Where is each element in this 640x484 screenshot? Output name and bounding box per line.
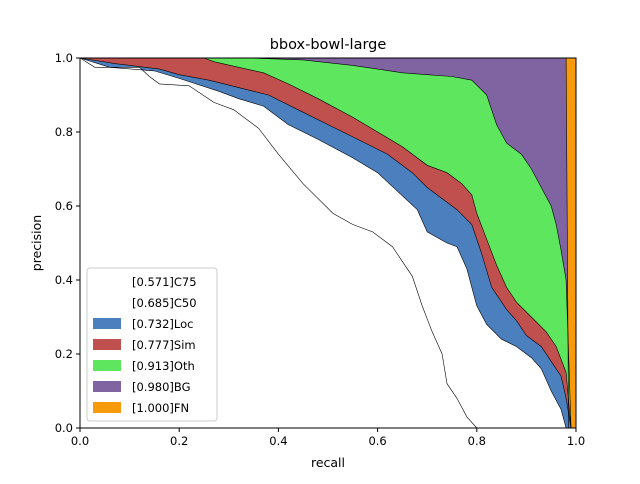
x-tick-label: 0.4 (269, 434, 287, 448)
x-axis-label: recall (311, 455, 345, 470)
legend-swatch-oth (93, 360, 121, 371)
legend-swatch-bg (93, 381, 121, 392)
legend: [0.571]C75 [0.685]C50 [0.732]Loc [0.777]Sim… (86, 267, 218, 422)
curve-oth (80, 57, 572, 429)
x-axis-ticks: 0.0 0.2 0.4 0.6 0.8 1.0 (71, 428, 585, 448)
curve-c50 (79, 57, 567, 429)
y-tick-label: 0.2 (55, 347, 73, 361)
plot-frame (79, 57, 577, 429)
legend-swatch-loc (93, 318, 121, 329)
y-axis-ticks: 0.0 0.2 0.4 0.6 0.8 1.0 (55, 51, 80, 435)
x-tick-label: 0.2 (170, 434, 188, 448)
legend-label-c50: [0.685]C50 (132, 296, 197, 310)
legend-label-c75: [0.571]C75 (132, 275, 197, 289)
y-axis-label: precision (29, 215, 44, 271)
x-tick-label: 0.0 (71, 434, 89, 448)
legend-swatch-c50 (93, 297, 121, 308)
curve-loc (79, 57, 572, 429)
x-tick-label: 0.6 (368, 434, 386, 448)
y-tick-label: 0.4 (55, 273, 73, 287)
y-tick-label: 0.6 (55, 199, 73, 213)
legend-swatch-sim (93, 339, 121, 350)
legend-label-loc: [0.732]Loc (132, 317, 193, 331)
y-tick-label: 1.0 (55, 51, 73, 65)
legend-swatch-c75 (93, 276, 121, 287)
legend-swatch-fn (93, 402, 121, 413)
y-tick-label: 0.8 (55, 125, 73, 139)
chart-title: bbox-bowl-large (270, 37, 387, 53)
legend-label-bg: [0.980]BG (132, 380, 191, 394)
x-tick-label: 1.0 (567, 434, 585, 448)
legend-label-fn: [1.000]FN (132, 401, 189, 415)
curve-c75 (79, 57, 478, 429)
y-tick-label: 0.0 (55, 421, 73, 435)
legend-label-oth: [0.913]Oth (132, 359, 195, 373)
curve-sim (80, 57, 572, 429)
x-tick-label: 0.8 (468, 434, 486, 448)
legend-label-sim: [0.777]Sim (132, 338, 196, 352)
